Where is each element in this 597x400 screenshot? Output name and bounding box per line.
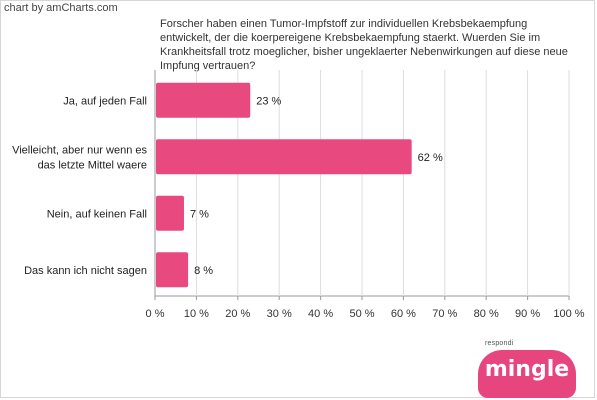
x-tick-label: 0 %: [146, 308, 165, 320]
chart-credit[interactable]: chart by amCharts.com: [4, 2, 118, 14]
x-tick-label: 10 %: [184, 308, 209, 320]
x-tick-label: 70 %: [432, 308, 457, 320]
bar[interactable]: [156, 252, 189, 288]
x-tick-label: 40 %: [308, 308, 333, 320]
category-label: Nein, auf keinen Fall: [47, 208, 147, 220]
logo-tagline: respondi: [485, 340, 514, 347]
category-label: Vielleicht, aber nur wenn es: [12, 144, 147, 156]
bar-value-label: 7 %: [190, 208, 209, 220]
bar[interactable]: [156, 195, 184, 231]
category-label: Das kann ich nicht sagen: [24, 265, 147, 277]
category-label: Ja, auf jeden Fall: [63, 95, 147, 107]
x-tick-label: 80 %: [474, 308, 499, 320]
x-tick-label: 100 %: [553, 308, 584, 320]
logo-wordmark: mingle: [478, 350, 576, 398]
bar-value-label: 23 %: [256, 95, 281, 107]
bar[interactable]: [156, 139, 412, 175]
category-labels: Ja, auf jeden Fall Vielleicht, aber nur w…: [12, 95, 147, 277]
bar[interactable]: [156, 82, 251, 118]
x-tick-label: 30 %: [267, 308, 292, 320]
x-tick-label: 20 %: [225, 308, 250, 320]
bar-series: 23 % 62 % 7 % 8 %: [156, 82, 443, 288]
x-tick-label: 90 %: [515, 308, 540, 320]
bar-value-label: 8 %: [194, 265, 213, 277]
x-tick-label: 50 %: [349, 308, 374, 320]
bar-value-label: 62 %: [418, 152, 443, 164]
chart-title: Forscher haben einen Tumor-Impfstoff zur…: [160, 18, 568, 72]
x-axis-ticks: 0 % 10 % 20 % 30 % 40 % 50 % 60 % 70 % 80 % 90 % 1…: [146, 296, 585, 320]
x-tick-label: 60 %: [391, 308, 416, 320]
category-label: das letzte Mittel waere: [38, 159, 147, 171]
